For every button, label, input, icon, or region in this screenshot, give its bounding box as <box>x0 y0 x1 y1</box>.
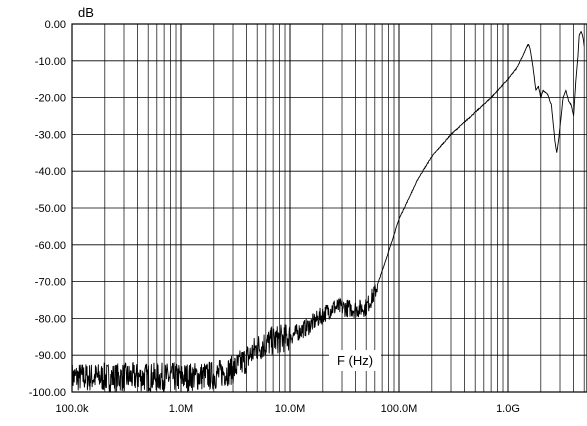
x-tick-labels: 100.0k 1.0M 10.0M 100.0M 1.0G <box>55 403 519 415</box>
y-tick-label: -80.00 <box>35 313 66 325</box>
x-tick-label: 1.0M <box>169 403 193 415</box>
y-tick-label: 0.00 <box>45 19 66 31</box>
x-tick-label: 100.0k <box>55 403 89 415</box>
series-line <box>71 31 585 393</box>
y-tick-label: -20.00 <box>35 93 66 105</box>
plot-frame <box>71 23 587 393</box>
y-tick-label: -40.00 <box>35 166 66 178</box>
x-tick-label: 1.0G <box>496 403 520 415</box>
y-tick-label: -100.00 <box>29 387 66 399</box>
response-curve <box>71 31 585 393</box>
y-axis-label: dB <box>78 5 94 20</box>
x-tick-label: 10.0M <box>275 403 306 415</box>
x-axis-label: F (Hz) <box>337 353 373 368</box>
x-tick-label: 100.0M <box>381 403 418 415</box>
y-tick-label: -30.00 <box>35 129 66 141</box>
y-tick-labels: 0.00 -10.00 -20.00 -30.00 -40.00 -50.00 -60.00… <box>29 19 66 399</box>
x-axis-label-box <box>329 350 381 371</box>
y-tick-label: -70.00 <box>35 277 66 289</box>
y-tick-label: -50.00 <box>35 203 66 215</box>
y-tick-label: -60.00 <box>35 240 66 252</box>
y-tick-label: -90.00 <box>35 350 66 362</box>
y-tick-label: -10.00 <box>35 56 66 68</box>
